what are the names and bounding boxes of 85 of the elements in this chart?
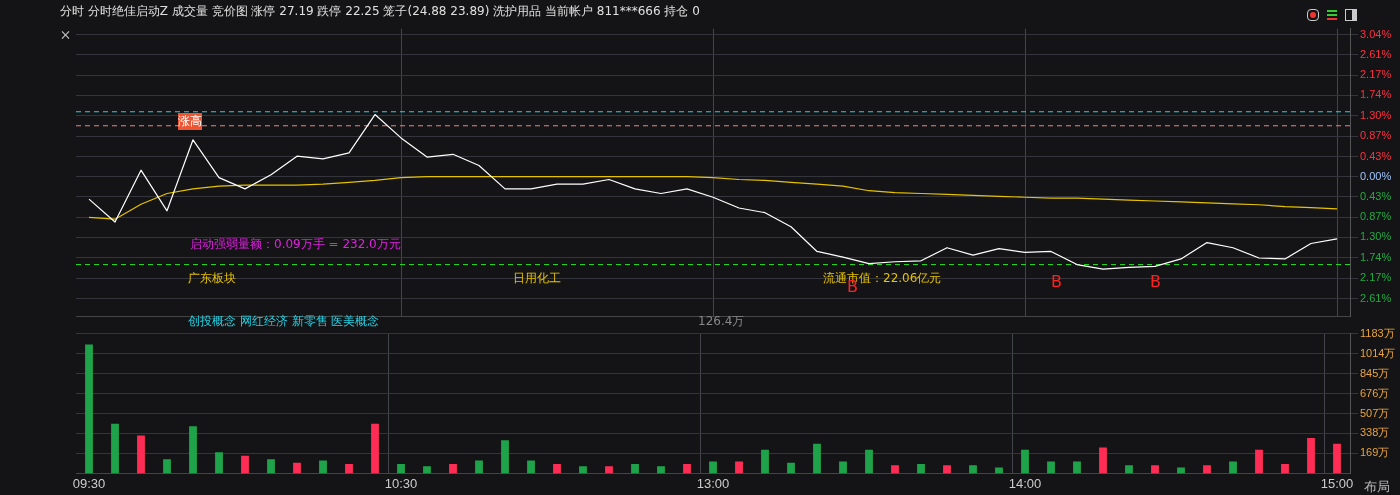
bar	[293, 462, 301, 474]
y-tick-label: 507万	[1360, 406, 1390, 419]
bar	[1229, 461, 1237, 474]
bar	[917, 463, 925, 474]
bar	[657, 466, 665, 474]
y-tick-label: 2.61%	[1360, 47, 1392, 60]
bar	[215, 452, 223, 474]
bar	[1151, 465, 1159, 474]
y-tick-label: 1014万	[1360, 346, 1396, 359]
bar	[1255, 449, 1263, 474]
bar	[605, 466, 613, 474]
bar	[1177, 467, 1185, 474]
x-tick-label: 09:30	[72, 475, 106, 491]
bar	[683, 463, 691, 474]
y-tick-label: 1.74%	[1360, 88, 1392, 101]
bar	[1333, 443, 1341, 474]
bar	[267, 459, 275, 474]
bar	[1125, 465, 1133, 474]
x-tick-label: 15:00	[1320, 475, 1354, 491]
bar	[423, 466, 431, 474]
bar	[1281, 463, 1289, 474]
x-tick-label: 10:30	[384, 475, 418, 491]
bar	[449, 463, 457, 474]
bar	[137, 435, 145, 474]
x-tick-label: 13:00	[696, 475, 730, 491]
bar	[969, 465, 977, 474]
y-tick-label: 1.74%	[1360, 251, 1392, 264]
bar	[345, 463, 353, 474]
bar	[189, 426, 197, 474]
bar	[865, 449, 873, 474]
y-tick-label: 676万	[1360, 386, 1390, 399]
y-tick-label: 2.17%	[1360, 68, 1392, 81]
y-tick-label: 0.43%	[1360, 189, 1392, 202]
bar	[319, 460, 327, 474]
y-tick-label: 3.04%	[1360, 27, 1392, 40]
bar	[371, 423, 379, 474]
bar	[813, 443, 821, 474]
bar	[787, 462, 795, 474]
bar	[579, 466, 587, 474]
bar	[891, 465, 899, 474]
y-tick-label: 845万	[1360, 366, 1390, 379]
annotation: B	[1051, 272, 1062, 291]
bar	[475, 460, 483, 474]
y-tick-label: 0.43%	[1360, 149, 1392, 162]
annotation: B	[1150, 272, 1161, 291]
bar	[1047, 461, 1055, 474]
y-tick-label: 169万	[1360, 446, 1390, 459]
y-tick-label: 338万	[1360, 426, 1390, 439]
y-tick-label: 0.87%	[1360, 129, 1392, 142]
y-tick-label: 0.87%	[1360, 210, 1392, 223]
y-tick-label: 2.17%	[1360, 271, 1392, 284]
annotation: 创投概念 网红经济 新零售 医美概念	[188, 313, 380, 330]
bar	[163, 459, 171, 474]
bar	[943, 465, 951, 474]
bar	[1073, 461, 1081, 474]
annotation: 启动强弱量额：0.09万手 = 232.0万元	[190, 236, 401, 253]
y-tick-label: 2.61%	[1360, 291, 1392, 304]
bar	[553, 463, 561, 474]
bar	[839, 461, 847, 474]
bar	[1099, 447, 1107, 474]
bar	[241, 455, 249, 474]
bar	[527, 460, 535, 474]
bar	[1203, 465, 1211, 474]
bar	[397, 463, 405, 474]
y-tick-label: 0.00%	[1360, 169, 1392, 182]
chart-title: 分时 分时绝佳启动Z 成交量 竞价图 涨停 27.19 跌停 22.25 笼子(24.88 23.89) 洗护用品 当前帐户 811***666 持仓 0	[60, 3, 700, 20]
bar	[735, 461, 743, 474]
x-tick-label: 14:00	[1008, 475, 1042, 491]
annotation: 涨高	[178, 113, 202, 130]
bar	[761, 449, 769, 474]
text: 布局	[1364, 478, 1390, 495]
bar	[85, 344, 93, 474]
bar	[111, 423, 119, 474]
annotation: 日用化工	[513, 270, 561, 287]
bar	[1021, 449, 1029, 474]
bar	[1307, 437, 1315, 474]
annotation: 126.4万	[698, 313, 745, 330]
y-tick-label: 1.30%	[1360, 109, 1392, 121]
bar	[995, 467, 1003, 474]
annotation: 广东板块	[188, 270, 236, 287]
bar	[631, 463, 639, 474]
bar	[501, 440, 509, 474]
y-tick-label: 1183万	[1360, 326, 1395, 339]
bar	[709, 461, 717, 474]
y-tick-label: 1.30%	[1360, 230, 1392, 243]
